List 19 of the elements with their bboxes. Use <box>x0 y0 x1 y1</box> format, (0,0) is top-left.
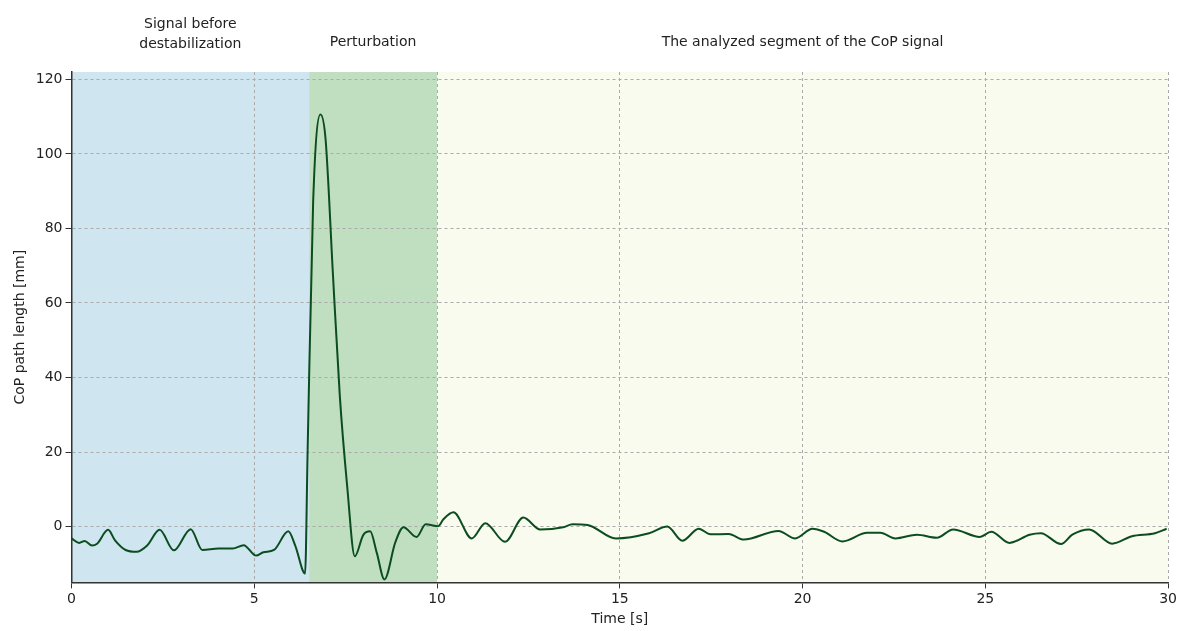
x-tick-label: 15 <box>610 590 629 607</box>
band-label: Perturbation <box>329 33 417 49</box>
y-axis-title: CoP path length [mm] <box>11 249 28 405</box>
y-tick-label: 60 <box>44 293 63 310</box>
x-tick-label: 10 <box>428 590 446 607</box>
x-tick-label: 25 <box>976 590 995 607</box>
x-tick-label: 20 <box>793 590 812 607</box>
x-tick-label: 0 <box>67 590 76 607</box>
y-tick-label: 0 <box>53 517 63 534</box>
y-tick-label: 20 <box>44 442 63 459</box>
x-tick-label: 5 <box>249 590 259 607</box>
y-tick-label: 100 <box>35 144 63 161</box>
band-label: The analyzed segment of the CoP signal <box>660 33 944 49</box>
y-tick-label: 120 <box>35 70 63 87</box>
x-axis-title: Time [s] <box>590 610 649 627</box>
y-tick-label: 40 <box>44 368 63 385</box>
x-tick-label: 30 <box>1159 590 1178 607</box>
band-label: Signal before destabilization <box>139 15 242 51</box>
y-tick-label: 80 <box>44 219 63 236</box>
